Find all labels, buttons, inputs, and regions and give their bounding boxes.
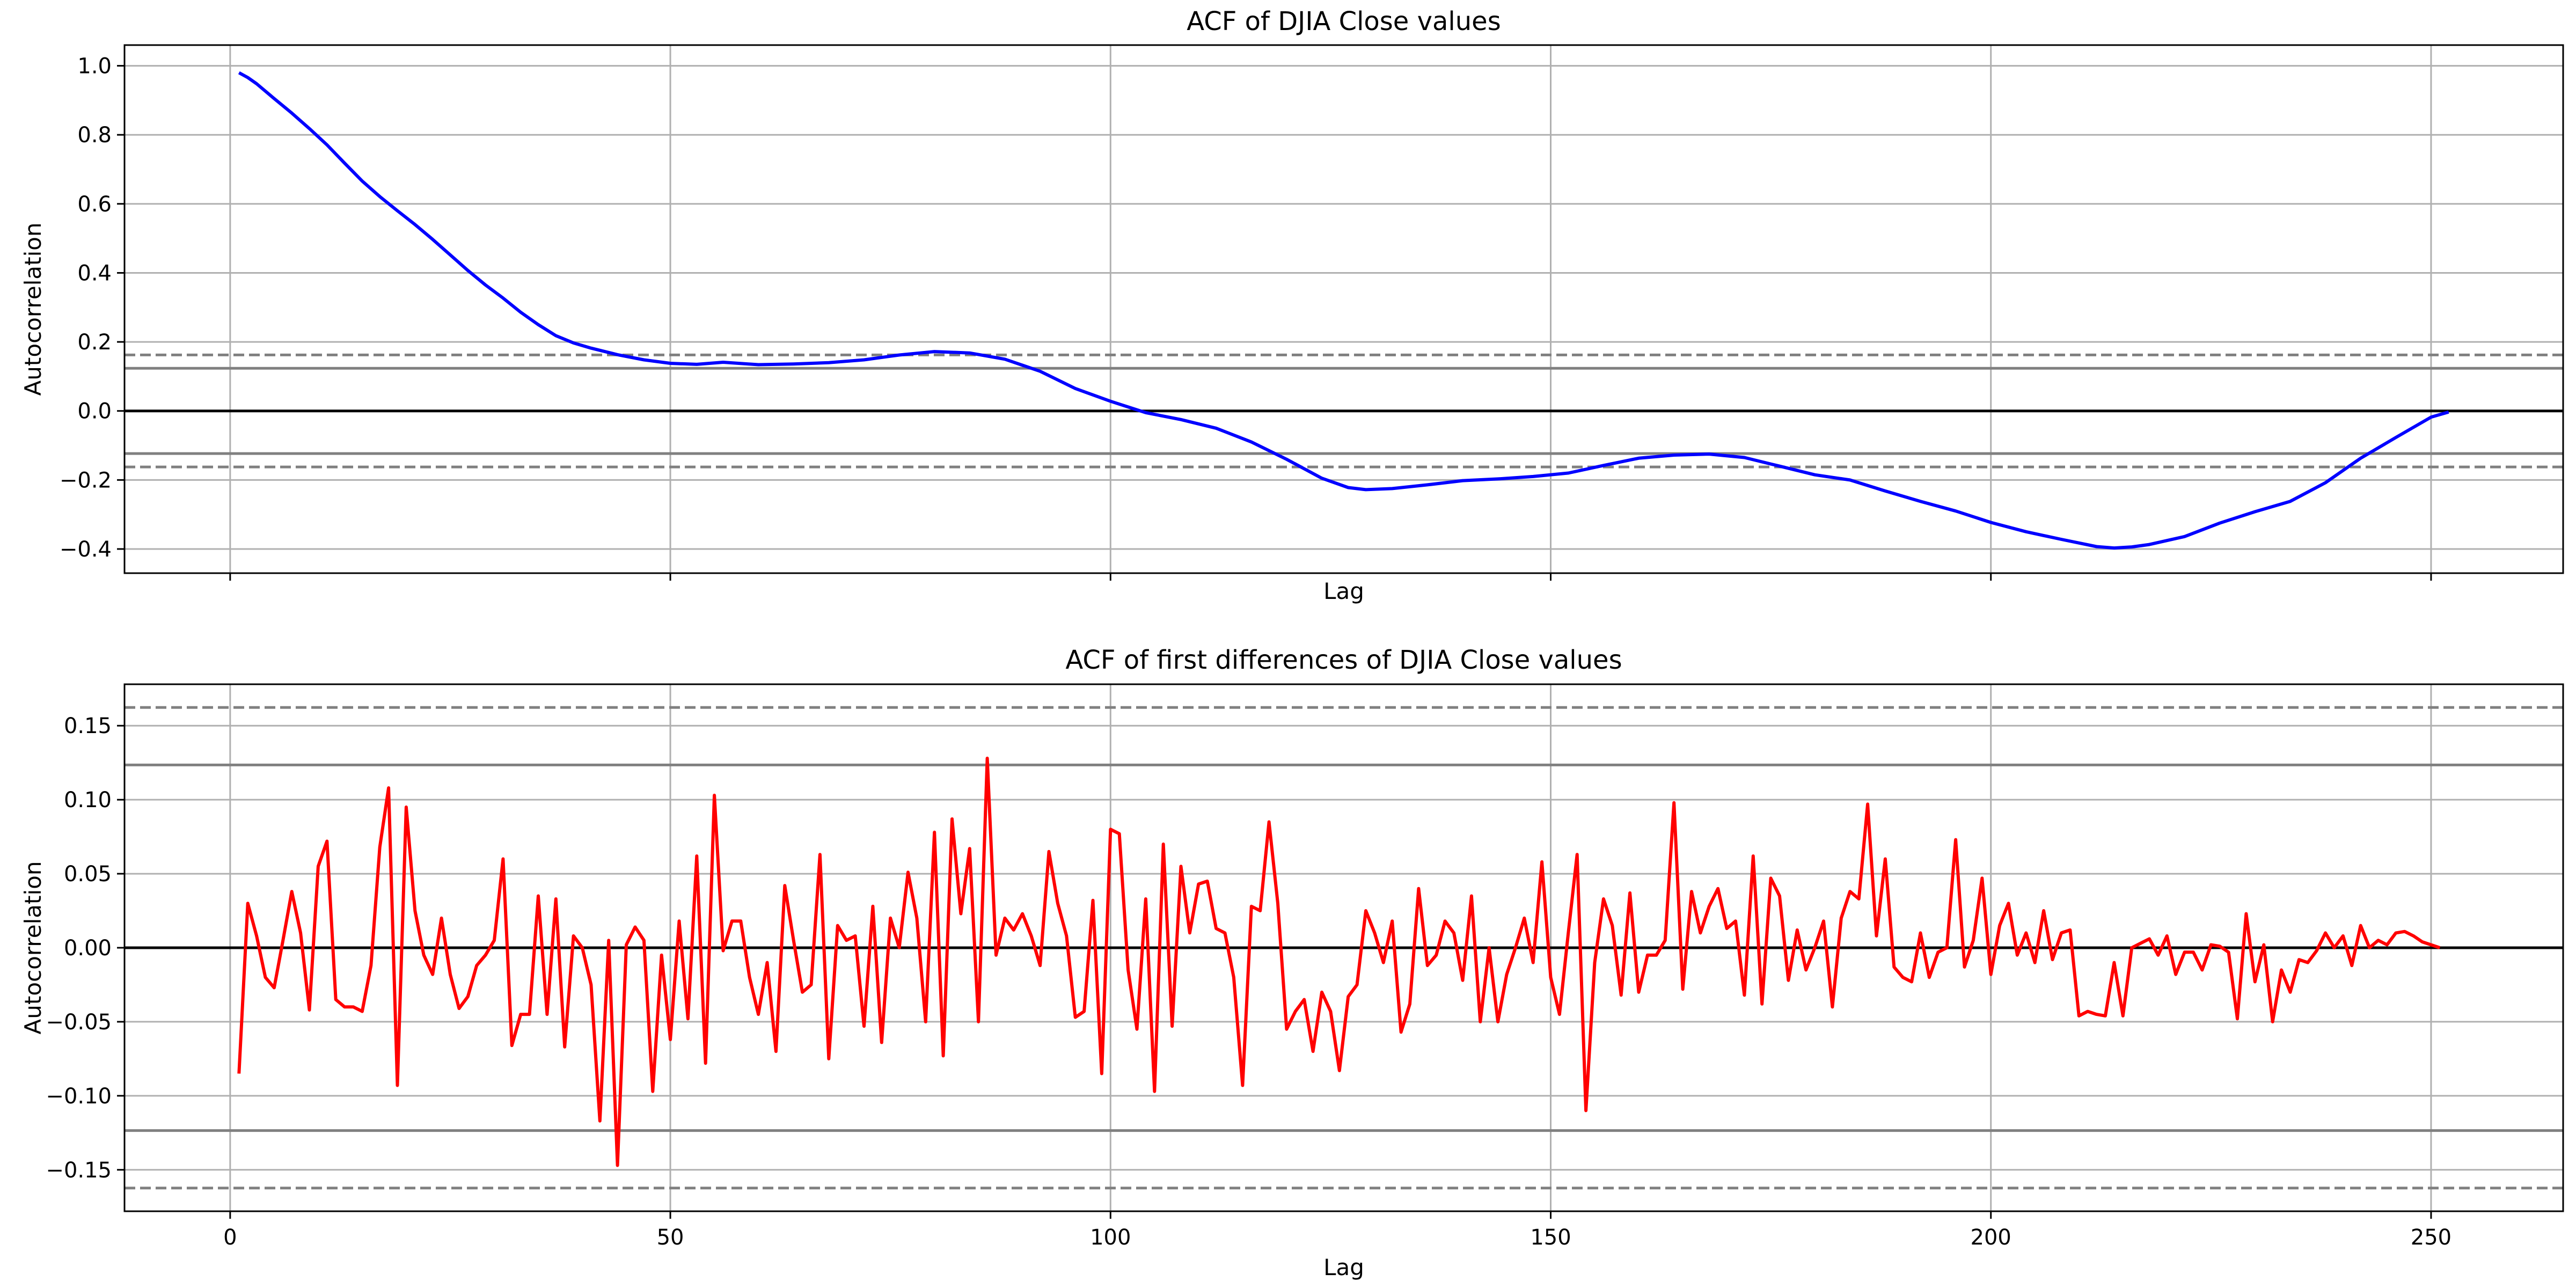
y-tick-label: 1.0 [77,54,112,79]
acf-differences-panel: −0.15 −0.10 −0.05 0.00 0.05 0.10 0.15 0 50 100 150… [20,645,2564,1280]
x-axis-label: Lag [1323,578,1364,604]
y-axis-label: Autocorrelation [20,223,46,396]
y-tick-label: −0.4 [60,537,112,562]
x-tick-label: 150 [1530,1225,1571,1250]
y-tick-label: −0.10 [46,1084,112,1109]
axes-frame [123,44,2564,574]
y-tick-label: −0.2 [60,468,112,493]
y-tick-label: 0.8 [77,123,112,148]
y-axis-label: Autocorrelation [20,861,46,1035]
x-axis-label: Lag [1323,1254,1364,1280]
y-tick-label: 0.6 [77,192,112,217]
y-tick-label: 0.4 [77,261,112,286]
y-tick-label: −0.15 [46,1158,112,1183]
x-tick-label: 200 [1971,1225,2011,1250]
x-tick-label: 0 [223,1225,237,1250]
y-tick-label: 0.15 [64,714,112,738]
acf-series-line [237,756,2441,1167]
y-tick-label: 0.10 [64,788,112,813]
y-tick-label: 0.2 [77,330,112,355]
acf-series-line [238,71,2449,550]
y-tick-label: −0.05 [46,1010,112,1035]
chart-title: ACF of DJIA Close values [1187,6,1501,36]
y-tick-label: 0.00 [64,936,112,961]
acf-close-panel: −0.4 −0.2 0.0 0.2 0.4 0.6 0.8 1.0 ACF of DJIA Cl… [20,6,2564,604]
x-tick-label: 100 [1090,1225,1131,1250]
y-tick-label: 0.0 [77,399,112,424]
y-tick-label: 0.05 [64,862,112,887]
chart-title: ACF of first differences of DJIA Close v… [1065,645,1622,675]
x-tick-label: 250 [2411,1225,2451,1250]
x-tick-label: 50 [657,1225,684,1250]
